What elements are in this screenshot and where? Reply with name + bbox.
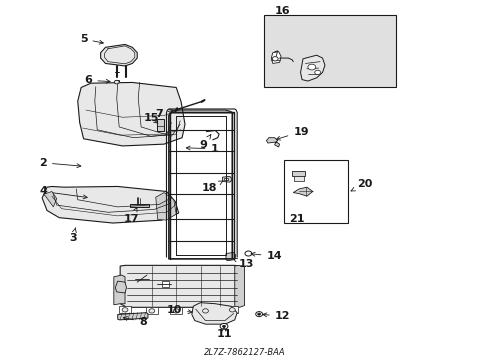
- Polygon shape: [42, 186, 178, 223]
- Text: 17: 17: [123, 208, 139, 224]
- Circle shape: [122, 308, 128, 312]
- Polygon shape: [191, 303, 237, 324]
- Circle shape: [272, 57, 278, 61]
- Text: 4: 4: [39, 186, 87, 199]
- Text: 6: 6: [84, 75, 110, 85]
- Text: 8: 8: [123, 316, 147, 327]
- Text: 19: 19: [276, 127, 308, 140]
- Polygon shape: [226, 306, 238, 313]
- Polygon shape: [119, 306, 131, 313]
- Text: 13: 13: [233, 258, 253, 269]
- Polygon shape: [292, 171, 305, 176]
- Circle shape: [202, 309, 208, 313]
- Text: 1: 1: [186, 144, 218, 154]
- Text: 2L7Z-7862127-BAA: 2L7Z-7862127-BAA: [203, 348, 285, 357]
- FancyBboxPatch shape: [264, 15, 395, 87]
- Circle shape: [307, 64, 315, 70]
- Polygon shape: [170, 307, 182, 314]
- Text: 20: 20: [350, 179, 371, 191]
- Circle shape: [149, 309, 155, 313]
- Text: 12: 12: [262, 311, 290, 321]
- Polygon shape: [271, 51, 281, 63]
- Polygon shape: [78, 82, 184, 146]
- Polygon shape: [266, 138, 279, 147]
- Circle shape: [314, 70, 320, 75]
- Polygon shape: [294, 176, 303, 181]
- Text: 3: 3: [69, 228, 77, 243]
- Text: 9: 9: [199, 135, 210, 150]
- Text: 2: 2: [39, 158, 81, 168]
- Text: 16: 16: [274, 6, 290, 17]
- Text: 7: 7: [155, 109, 173, 119]
- Polygon shape: [101, 44, 137, 66]
- Polygon shape: [224, 178, 227, 180]
- Polygon shape: [118, 313, 148, 320]
- Circle shape: [255, 312, 262, 317]
- Polygon shape: [199, 307, 211, 314]
- Polygon shape: [115, 281, 126, 293]
- Polygon shape: [156, 193, 176, 220]
- Polygon shape: [146, 307, 158, 314]
- Polygon shape: [225, 252, 235, 261]
- Text: 18: 18: [202, 181, 223, 193]
- Text: 11: 11: [216, 327, 231, 339]
- Polygon shape: [300, 55, 325, 81]
- Polygon shape: [114, 275, 125, 305]
- Text: 10: 10: [166, 305, 192, 315]
- Circle shape: [244, 251, 251, 256]
- Polygon shape: [120, 265, 239, 307]
- Text: 5: 5: [80, 34, 103, 44]
- Text: 14: 14: [251, 251, 282, 261]
- FancyBboxPatch shape: [284, 160, 347, 223]
- Polygon shape: [130, 204, 149, 207]
- Polygon shape: [43, 192, 57, 207]
- Circle shape: [220, 323, 227, 329]
- Circle shape: [229, 308, 235, 312]
- Circle shape: [257, 313, 260, 315]
- Text: 21: 21: [289, 214, 305, 224]
- Polygon shape: [222, 176, 232, 182]
- Polygon shape: [157, 119, 163, 131]
- Circle shape: [222, 325, 225, 327]
- Circle shape: [114, 80, 119, 84]
- Polygon shape: [234, 265, 244, 307]
- Polygon shape: [161, 281, 168, 287]
- Text: 15: 15: [144, 113, 159, 123]
- Circle shape: [173, 309, 179, 313]
- Polygon shape: [293, 187, 312, 196]
- Polygon shape: [115, 80, 119, 81]
